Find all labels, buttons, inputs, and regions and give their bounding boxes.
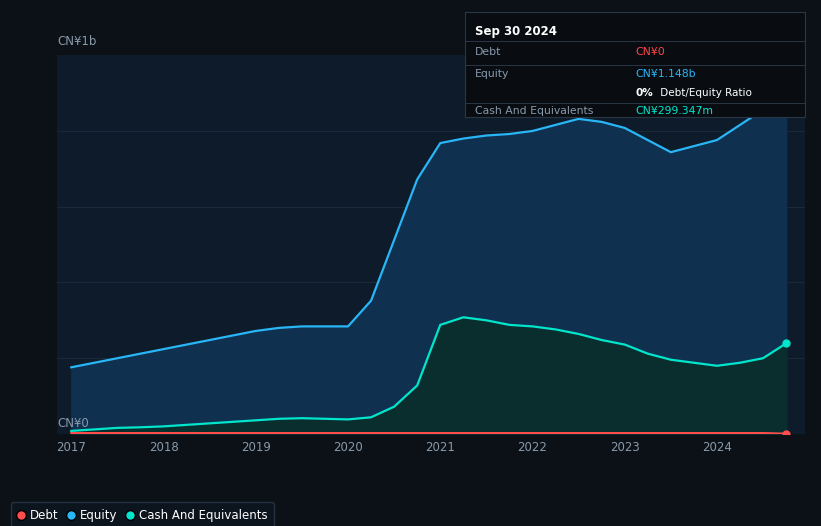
Text: Debt/Equity Ratio: Debt/Equity Ratio: [657, 88, 752, 98]
Text: Debt: Debt: [475, 47, 502, 57]
Text: Equity: Equity: [475, 69, 510, 79]
Text: CN¥0: CN¥0: [635, 47, 665, 57]
Text: Sep 30 2024: Sep 30 2024: [475, 25, 557, 37]
Text: CN¥1.148b: CN¥1.148b: [635, 69, 695, 79]
Text: Cash And Equivalents: Cash And Equivalents: [475, 106, 594, 116]
Text: CN¥1b: CN¥1b: [57, 35, 97, 48]
Legend: Debt, Equity, Cash And Equivalents: Debt, Equity, Cash And Equivalents: [11, 502, 274, 526]
Text: CN¥0: CN¥0: [57, 417, 89, 430]
Text: 0%: 0%: [635, 88, 653, 98]
Text: CN¥299.347m: CN¥299.347m: [635, 106, 713, 116]
